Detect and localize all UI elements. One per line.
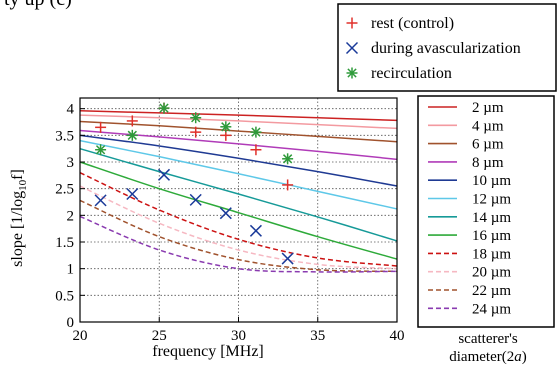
y-axis-label-pre: slope [1/log xyxy=(9,191,26,267)
y-axis-label-sub: 10 xyxy=(17,179,29,191)
curve-2-um xyxy=(79,110,398,122)
legend-label-10-um: 10 µm xyxy=(472,173,511,189)
axes: 20 25 30 35 40 0 0.5 1 1.5 2 2.5 3 3.5 4 xyxy=(55,102,404,344)
y-tick-label: 0 xyxy=(67,315,75,331)
legend-marker-rest-control xyxy=(346,17,358,29)
legend-label-during-avascularization: during avascularization xyxy=(371,40,521,57)
y-tick-label: 1.5 xyxy=(55,235,74,251)
grid xyxy=(80,98,397,322)
legend-label-4-um: 4 µm xyxy=(472,118,504,134)
legend-label-6-um: 6 µm xyxy=(472,137,504,153)
x-tick-label: 20 xyxy=(73,328,88,344)
curve-16-um xyxy=(79,161,398,260)
data-point-during-avascularization xyxy=(126,187,139,201)
curve-22-um xyxy=(79,199,398,273)
legend-label-16-um: 16 µm xyxy=(472,228,511,244)
measured-markers xyxy=(94,102,294,265)
figure-caption-fragment: ty up (c) xyxy=(0,0,260,18)
data-point-rest-control xyxy=(95,121,107,133)
x-tick-label: 25 xyxy=(152,328,167,344)
diameter-caption-prefix: diameter(2 xyxy=(449,349,515,365)
curve-14-um xyxy=(79,147,398,242)
diameter-caption: scatterer's diameter(2a) xyxy=(418,330,558,366)
x-axis-label: frequency [MHz] xyxy=(152,343,264,360)
data-point-rest-control xyxy=(190,126,202,138)
diameter-caption-suffix: ) xyxy=(521,349,527,365)
legend-label-20-um: 20 µm xyxy=(472,265,511,281)
diameter-caption-line2: diameter(2a) xyxy=(418,348,558,366)
y-tick-label: 4 xyxy=(67,102,75,118)
curve-10-um xyxy=(79,134,398,187)
model-curves xyxy=(79,110,398,273)
curve-18-um xyxy=(79,171,398,267)
curve-legend-box xyxy=(417,95,555,328)
data-point-recirculation xyxy=(190,112,202,124)
diameter-caption-line1: scatterer's xyxy=(458,331,518,347)
y-axis-label-post: f] xyxy=(9,169,26,180)
curve-4-um xyxy=(79,114,398,130)
data-point-during-avascularization xyxy=(189,193,202,206)
data-point-during-avascularization xyxy=(157,168,171,181)
curve-12-um xyxy=(79,139,398,210)
marker-legend-box xyxy=(337,3,557,92)
marker-legend: rest (control) during avascularization rec… xyxy=(337,3,557,92)
y-tick-label: 3 xyxy=(67,155,75,171)
legend-label-8-um: 8 µm xyxy=(472,155,504,171)
x-tick-label: 30 xyxy=(231,328,246,344)
data-point-rest-control xyxy=(126,115,138,127)
y-tick-label: 2 xyxy=(67,208,75,224)
legend-marker-during-avascularization xyxy=(345,41,359,55)
curve-6-um xyxy=(79,120,398,143)
y-tick-label: 3.5 xyxy=(55,128,74,144)
data-point-recirculation xyxy=(126,129,138,141)
legend-label-24-um: 24 µm xyxy=(472,301,511,317)
curve-20-um xyxy=(79,185,398,270)
legend-marker-recirculation xyxy=(346,67,358,79)
diameter-caption-var: a xyxy=(514,349,522,365)
data-point-during-avascularization xyxy=(281,252,294,265)
legend-label-2-um: 2 µm xyxy=(472,100,504,116)
legend-label-22-um: 22 µm xyxy=(472,283,511,299)
legend-label-14-um: 14 µm xyxy=(472,210,511,226)
data-point-during-avascularization xyxy=(249,224,262,237)
x-tick-label: 35 xyxy=(310,328,325,344)
legend-label-18-um: 18 µm xyxy=(472,246,511,262)
legend-label-rest-control: rest (control) xyxy=(371,15,454,32)
y-tick-label: 2.5 xyxy=(55,182,74,198)
y-axis-label: slope [1/log10f] xyxy=(9,169,29,267)
curve-legend: 2 µm 4 µm 6 µm 8 µm 10 µm 12 µm 14 µm 16 µm 18 µ… xyxy=(417,95,555,328)
legend-label-recirculation: recirculation xyxy=(371,65,452,82)
data-point-recirculation xyxy=(95,144,107,156)
data-point-recirculation xyxy=(250,126,262,138)
legend-label-12-um: 12 µm xyxy=(472,192,511,208)
caption-text: ty up (c) xyxy=(4,0,72,11)
data-point-rest-control xyxy=(250,144,262,156)
y-tick-label: 1 xyxy=(67,262,75,278)
data-point-during-avascularization xyxy=(94,194,107,207)
data-point-recirculation xyxy=(282,153,294,165)
y-tick-label: 0.5 xyxy=(55,288,74,304)
x-tick-label: 40 xyxy=(390,328,405,344)
data-point-recirculation xyxy=(158,102,170,114)
data-point-recirculation xyxy=(220,121,232,133)
data-point-during-avascularization xyxy=(219,207,232,220)
data-point-rest-control xyxy=(282,179,294,191)
